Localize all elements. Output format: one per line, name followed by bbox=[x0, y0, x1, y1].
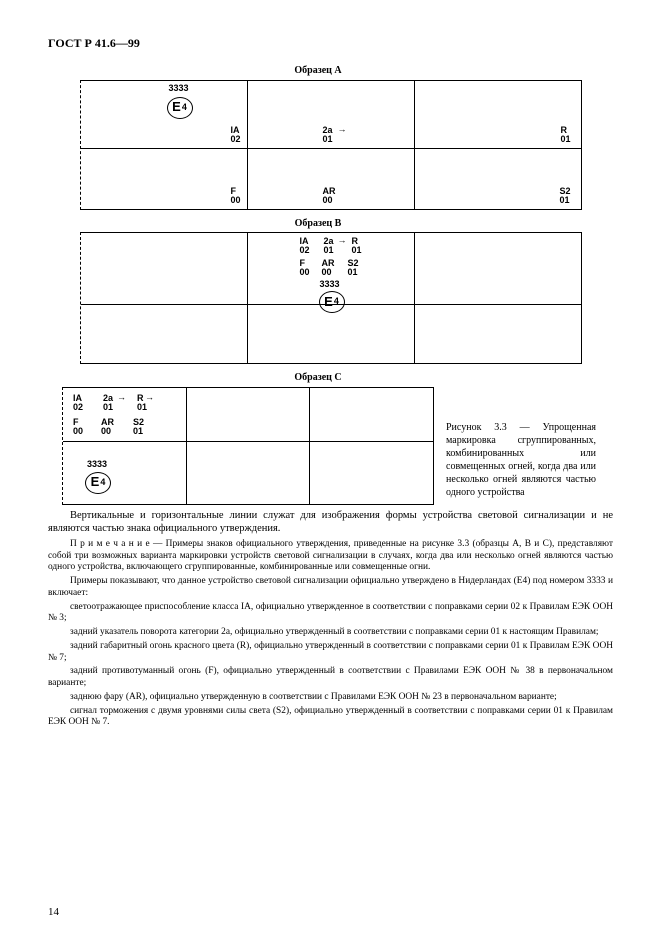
note-item-3: задний противотуманный огонь (F), официа… bbox=[48, 666, 613, 690]
label-ia: IA 02 bbox=[230, 126, 240, 145]
page-number: 14 bbox=[48, 906, 59, 920]
e-mark-icon: E4 bbox=[167, 97, 193, 119]
label-2a: 2a 01 bbox=[103, 394, 113, 413]
sample-c-title: Образец С bbox=[168, 372, 468, 385]
note-item-2: задний габаритный огонь красного цвета (… bbox=[48, 641, 613, 665]
e-mark-letter: E bbox=[91, 474, 100, 490]
label-ia: IA 02 bbox=[300, 237, 310, 256]
label-r: R 01 bbox=[352, 237, 362, 256]
arrow-icon: → bbox=[338, 235, 347, 246]
label-s2: S2 01 bbox=[348, 259, 359, 278]
label-2a: 2a 01 bbox=[324, 237, 334, 256]
approval-number: 3333 bbox=[169, 84, 189, 93]
note-item-0: светоотражающее приспособление класса IА… bbox=[48, 602, 613, 626]
label-f: F 00 bbox=[230, 187, 240, 206]
arrow-icon: → bbox=[117, 392, 126, 403]
label-ar: AR 00 bbox=[322, 259, 335, 278]
label-f: F 00 bbox=[300, 259, 310, 278]
sample-c-row: IA 02 2a 01 → R 01 → F 00 AR 00 S2 01 bbox=[48, 387, 613, 505]
label-f: F 00 bbox=[73, 418, 83, 437]
label-ar: AR 00 bbox=[101, 418, 114, 437]
label-s2: S2 01 bbox=[133, 418, 144, 437]
figure-caption: Рисунок 3.3 — Упрощенная маркировка сгру… bbox=[446, 421, 596, 505]
note-item-1: задний указатель поворота категории 2a, … bbox=[48, 627, 613, 639]
arrow-icon: → bbox=[145, 392, 154, 403]
note-item-4: заднюю фару (AR), официально утвержденну… bbox=[48, 692, 613, 704]
e-mark-icon: E4 bbox=[85, 472, 111, 494]
note-intro: П р и м е ч а н и е — Примеры знаков офи… bbox=[48, 539, 613, 574]
label-s2: S2 01 bbox=[559, 187, 570, 206]
approval-number: 3333 bbox=[320, 280, 340, 289]
sample-c-diagram: IA 02 2a 01 → R 01 → F 00 AR 00 S2 01 bbox=[62, 387, 434, 505]
sample-b-diagram: IA 02 2a 01 → R 01 F 00 AR 00 S2 01 3333… bbox=[48, 232, 613, 364]
note-item-5: сигнал торможения с двумя уровнями силы … bbox=[48, 706, 613, 730]
sample-b-title: Образец В bbox=[168, 218, 468, 231]
sample-a-diagram: 3333 E4 IA 02 2a 01 → R 01 bbox=[48, 80, 613, 210]
arrow-icon: → bbox=[338, 124, 347, 135]
e-mark-num: 4 bbox=[182, 102, 187, 113]
label-ia: IA 02 bbox=[73, 394, 83, 413]
label-ar: AR 00 bbox=[323, 187, 336, 206]
label-r: R 01 bbox=[560, 126, 570, 145]
label-2a: 2a 01 bbox=[323, 126, 333, 145]
e-mark-num: 4 bbox=[100, 477, 105, 488]
note-line-1: Примеры показывают, что данное устройств… bbox=[48, 576, 613, 600]
page: ГОСТ Р 41.6—99 Образец А 3333 E4 IA 02 2… bbox=[0, 0, 661, 936]
body-para-1: Вертикальные и горизонтальные линии служ… bbox=[48, 509, 613, 535]
document-header: ГОСТ Р 41.6—99 bbox=[48, 36, 613, 51]
approval-number: 3333 bbox=[87, 460, 107, 469]
e-mark-letter: E bbox=[172, 99, 181, 115]
sample-a-title: Образец А bbox=[168, 65, 468, 78]
